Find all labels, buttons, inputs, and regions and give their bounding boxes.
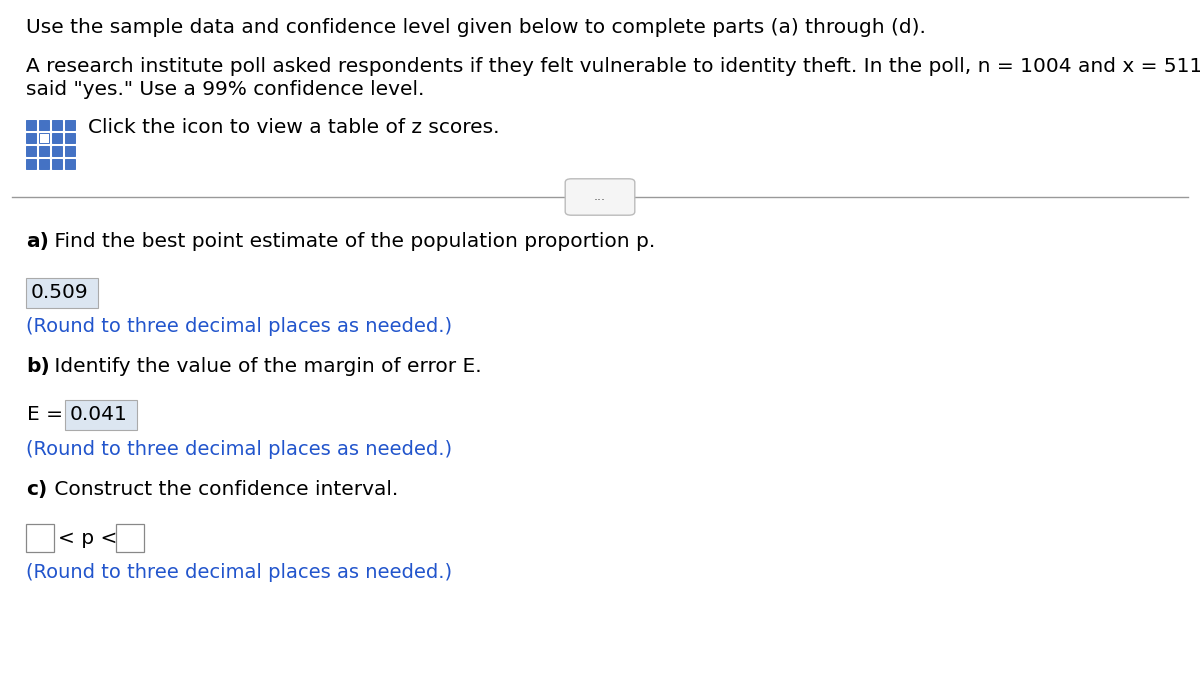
Text: c): c): [26, 480, 48, 499]
Text: (Round to three decimal places as needed.): (Round to three decimal places as needed…: [26, 563, 452, 582]
Bar: [65, 400, 137, 430]
Bar: [38, 159, 49, 169]
Bar: [52, 133, 62, 143]
Text: a): a): [26, 232, 49, 251]
Bar: [65, 120, 74, 130]
Bar: [38, 133, 49, 143]
Text: Identify the value of the margin of error E.: Identify the value of the margin of erro…: [48, 357, 482, 376]
Bar: [26, 159, 36, 169]
Text: 0.509: 0.509: [31, 284, 89, 302]
Text: ...: ...: [594, 190, 606, 204]
Bar: [38, 120, 49, 130]
Bar: [52, 159, 62, 169]
Bar: [52, 146, 62, 156]
Text: Use the sample data and confidence level given below to complete parts (a) throu: Use the sample data and confidence level…: [26, 18, 926, 37]
Text: E =: E =: [28, 405, 70, 424]
Text: Find the best point estimate of the population proportion p.: Find the best point estimate of the popu…: [48, 232, 655, 251]
Bar: [38, 146, 49, 156]
Text: Construct the confidence interval.: Construct the confidence interval.: [48, 480, 398, 499]
Text: (Round to three decimal places as needed.): (Round to three decimal places as needed…: [26, 440, 452, 459]
Bar: [65, 146, 74, 156]
Bar: [26, 524, 54, 552]
Text: < p <: < p <: [58, 528, 118, 547]
Text: (Round to three decimal places as needed.): (Round to three decimal places as needed…: [26, 317, 452, 336]
Bar: [26, 133, 36, 143]
Bar: [26, 278, 98, 308]
Text: Click the icon to view a table of z scores.: Click the icon to view a table of z scor…: [88, 118, 499, 137]
Text: 0.041: 0.041: [70, 405, 128, 424]
Bar: [116, 524, 144, 552]
Bar: [26, 120, 36, 130]
Text: A research institute poll asked respondents if they felt vulnerable to identity : A research institute poll asked responde…: [26, 57, 1200, 76]
Bar: [26, 146, 36, 156]
Text: b): b): [26, 357, 50, 376]
Bar: [52, 120, 62, 130]
Bar: [65, 133, 74, 143]
Bar: [65, 159, 74, 169]
Text: said "yes." Use a 99% confidence level.: said "yes." Use a 99% confidence level.: [26, 80, 425, 99]
